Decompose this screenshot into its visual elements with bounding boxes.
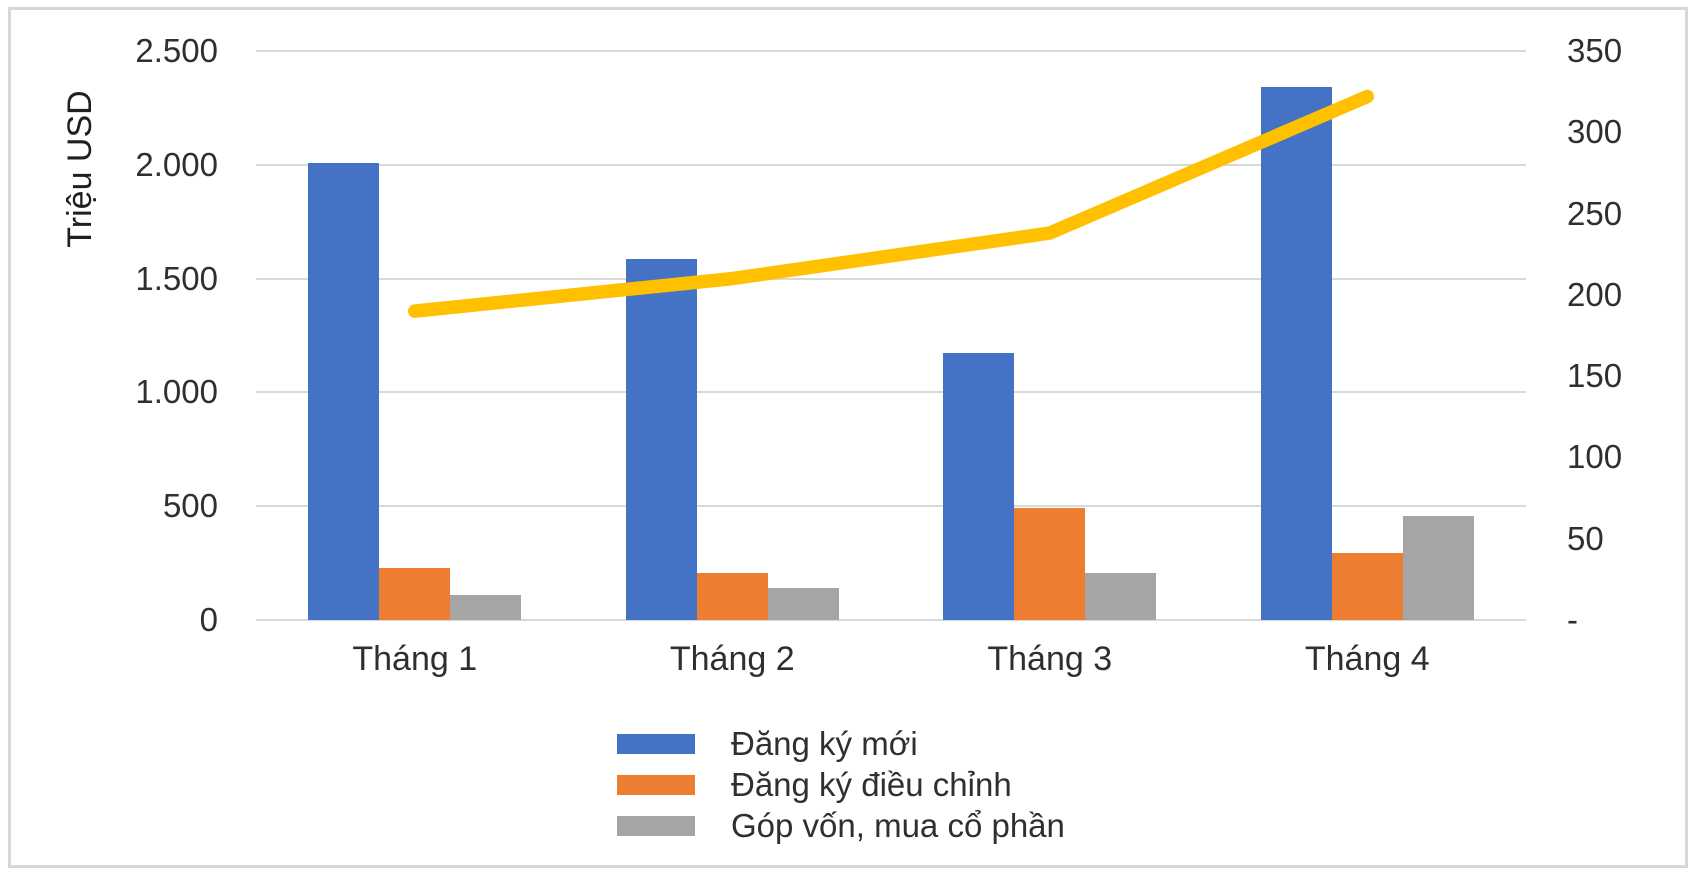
trend-line [408, 89, 1374, 318]
gridline [256, 50, 1526, 52]
bar [308, 162, 380, 620]
right-axis-tick-label: - [1567, 601, 1578, 638]
x-axis-category-label: Tháng 3 [987, 640, 1113, 678]
legend-swatch [617, 816, 695, 836]
gridline [256, 505, 1526, 508]
right-axis-tick-label: 50 [1567, 519, 1604, 557]
legend-label: Đăng ký mới [731, 725, 918, 762]
right-axis-tick-label: 350 [1567, 32, 1623, 69]
bar [767, 588, 839, 620]
x-axis-category-label: Tháng 2 [669, 640, 795, 678]
bar [625, 259, 697, 620]
bar [1085, 573, 1157, 620]
right-axis-tick-label: 250 [1567, 194, 1623, 232]
x-axis-category-label: Tháng 4 [1304, 640, 1430, 678]
legend-item: Đăng ký điều chỉnh [617, 766, 1065, 803]
chart-legend: Đăng ký mới Đăng ký điều chỉnh Góp vốn, mu… [617, 725, 1065, 849]
right-axis-tick-label: 300 [1567, 113, 1623, 151]
legend-label: Đăng ký điều chỉnh [731, 766, 1012, 803]
left-axis-tick-label: 2.500 [135, 32, 218, 69]
left-axis-tick-label: 2.000 [135, 145, 218, 183]
legend-swatch [617, 775, 695, 795]
legend-item: Đăng ký mới [617, 725, 1065, 762]
bar [450, 594, 522, 620]
gridline [256, 163, 1526, 166]
gridline [256, 619, 1526, 621]
x-axis-category-label: Tháng 1 [352, 640, 478, 678]
legend-item: Góp vốn, mua cổ phần [617, 807, 1065, 844]
left-y-axis-title: Triệu USD [61, 90, 99, 248]
legend-swatch [617, 734, 695, 754]
bar [1014, 508, 1086, 620]
right-axis-tick-label: 150 [1567, 357, 1623, 395]
gridline [256, 277, 1526, 280]
right-axis-tick-label: 100 [1567, 438, 1623, 476]
bar [1402, 516, 1474, 620]
right-axis-tick-label: 200 [1567, 275, 1623, 313]
legend-label: Góp vốn, mua cổ phần [731, 807, 1065, 844]
bar [379, 567, 451, 620]
bar [943, 352, 1015, 620]
left-axis-tick-label: 1.500 [135, 259, 218, 297]
left-axis-tick-label: 1.000 [135, 373, 218, 411]
gridline [256, 391, 1526, 394]
bar [1331, 552, 1403, 620]
bar [1260, 87, 1332, 620]
bar [696, 572, 768, 620]
left-axis-tick-label: 500 [162, 487, 218, 525]
left-axis-tick-label: 0 [199, 601, 218, 638]
